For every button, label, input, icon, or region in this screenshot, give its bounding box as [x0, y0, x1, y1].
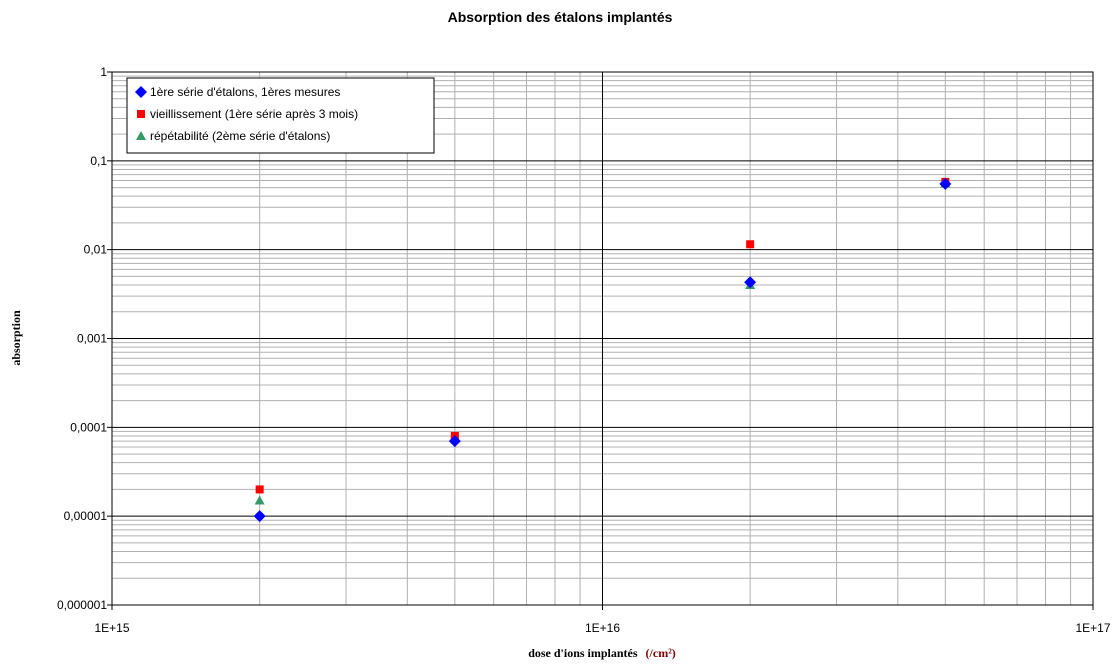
legend: 1ère série d'étalons, 1ères mesures vieil…: [126, 77, 435, 154]
legend-marker-triangle: [136, 131, 146, 140]
x-tick-label: 1E+16: [585, 621, 620, 635]
data-points: [253, 177, 952, 523]
data-point-diamond: [253, 510, 266, 523]
legend-box: [126, 77, 435, 154]
data-point-square: [746, 240, 755, 249]
data-point-triangle: [254, 495, 265, 505]
y-tick-label: 0,1: [90, 154, 107, 168]
y-axis-label: absorption: [9, 310, 23, 366]
x-axis-label-text: dose d'ions implantés: [528, 646, 638, 660]
legend-label: vieillissement (1ère série après 3 mois): [150, 107, 358, 121]
chart-title: Absorption des étalons implantés: [448, 9, 673, 25]
y-tick-label: 0,000001: [57, 598, 107, 612]
y-tick-label: 0,01: [84, 243, 108, 257]
y-tick-label: 1: [100, 65, 107, 79]
x-tick-label: 1E+15: [94, 621, 129, 635]
y-tick-label: 0,00001: [64, 509, 108, 523]
x-axis-ticks: 1E+15 1E+16 1E+17: [94, 605, 1111, 635]
legend-label: répétabilité (2ème série d'étalons): [150, 129, 330, 143]
x-tick-label: 1E+17: [1075, 621, 1110, 635]
data-point-diamond: [939, 177, 952, 190]
data-point-diamond: [744, 276, 757, 289]
y-tick-label: 0,0001: [70, 420, 107, 434]
x-axis-unit: (/cm²): [646, 646, 676, 660]
x-axis-label: dose d'ions implantés (/cm²): [528, 646, 676, 660]
data-point-diamond: [448, 435, 461, 448]
legend-label: 1ère série d'étalons, 1ères mesures: [150, 85, 340, 99]
data-point-square: [255, 485, 264, 494]
legend-marker-diamond: [135, 86, 147, 98]
legend-marker-square: [137, 110, 145, 118]
y-tick-label: 0,001: [77, 332, 107, 346]
y-axis-ticks: 1 0,1 0,01 0,001 0,0001 0,00001 0,000001: [57, 65, 112, 612]
